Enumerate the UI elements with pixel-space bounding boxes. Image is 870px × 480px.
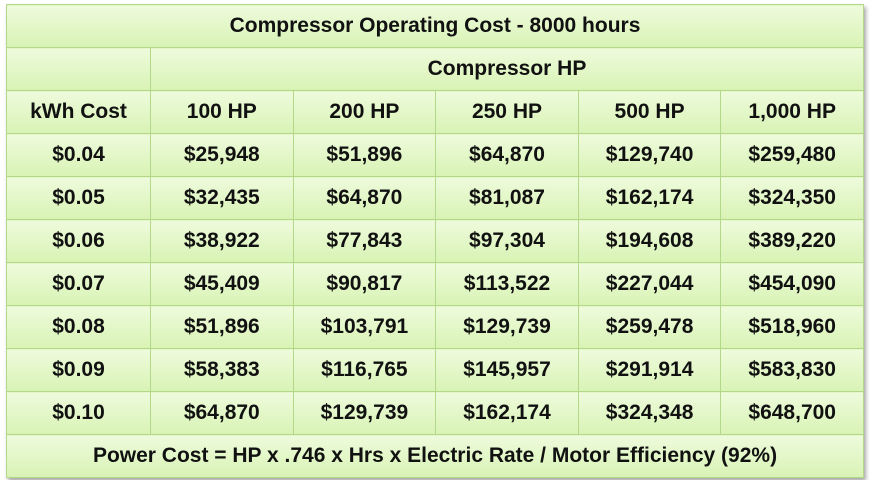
cost-cell: $129,740 [577, 133, 722, 177]
cost-cell: $103,791 [292, 305, 437, 349]
cost-cell: $259,478 [577, 305, 722, 349]
cost-cell: $129,739 [435, 305, 579, 349]
cost-cell: $324,348 [577, 391, 722, 435]
cost-cell: $45,409 [150, 262, 294, 306]
rate-cell: $0.05 [6, 176, 151, 220]
rate-cell: $0.10 [6, 391, 151, 435]
rate-cell: $0.08 [6, 305, 151, 349]
cost-cell: $25,948 [150, 133, 294, 177]
cost-cell: $162,174 [577, 176, 722, 220]
column-header: 1,000 HP [720, 90, 864, 134]
table-row: $0.10 $64,870 $129,739 $162,174 $324,348 $648… [6, 391, 864, 435]
cost-cell: $113,522 [435, 262, 579, 306]
table-row: $0.05 $32,435 $64,870 $81,087 $162,174 $324,3… [6, 176, 864, 220]
column-header: 250 HP [435, 90, 579, 134]
column-header: 500 HP [577, 90, 722, 134]
cost-cell: $64,870 [435, 133, 579, 177]
cost-cell: $259,480 [720, 133, 864, 177]
cost-cell: $291,914 [577, 348, 722, 392]
table-row: $0.08 $51,896 $103,791 $129,739 $259,478 $518… [6, 305, 864, 349]
cost-cell: $116,765 [292, 348, 437, 392]
cost-cell: $90,817 [292, 262, 437, 306]
cost-cell: $145,957 [435, 348, 579, 392]
table-row: $0.09 $58,383 $116,765 $145,957 $291,914 $583… [6, 348, 864, 392]
cost-cell: $454,090 [720, 262, 864, 306]
table-row: $0.04 $25,948 $51,896 $64,870 $129,740 $259,4… [6, 133, 864, 177]
cost-cell: $97,304 [435, 219, 579, 263]
cost-cell: $227,044 [577, 262, 722, 306]
cost-cell: $518,960 [720, 305, 864, 349]
column-header: 100 HP [150, 90, 294, 134]
cost-cell: $389,220 [720, 219, 864, 263]
row-header-label: kWh Cost [6, 90, 151, 134]
cost-cell: $51,896 [150, 305, 294, 349]
cost-cell: $51,896 [292, 133, 437, 177]
table-row: $0.06 $38,922 $77,843 $97,304 $194,608 $389,2… [6, 219, 864, 263]
table-title: Compressor Operating Cost - 8000 hours [6, 4, 864, 48]
cost-cell: $64,870 [150, 391, 294, 435]
cost-cell: $32,435 [150, 176, 294, 220]
cost-cell: $648,700 [720, 391, 864, 435]
cost-cell: $81,087 [435, 176, 579, 220]
cost-cell: $58,383 [150, 348, 294, 392]
cost-cell: $77,843 [292, 219, 437, 263]
cost-cell: $194,608 [577, 219, 722, 263]
empty-corner-cell [6, 47, 151, 91]
cost-cell: $324,350 [720, 176, 864, 220]
table-row: $0.07 $45,409 $90,817 $113,522 $227,044 $454,… [6, 262, 864, 306]
cost-cell: $64,870 [292, 176, 437, 220]
cost-cell: $162,174 [435, 391, 579, 435]
group-header: Compressor HP [150, 47, 864, 91]
cost-cell: $38,922 [150, 219, 294, 263]
cost-cell: $129,739 [292, 391, 437, 435]
operating-cost-table: Compressor Operating Cost - 8000 hours C… [6, 4, 864, 478]
rate-cell: $0.04 [6, 133, 151, 177]
cost-cell: $583,830 [720, 348, 864, 392]
rate-cell: $0.06 [6, 219, 151, 263]
formula-footer: Power Cost = HP x .746 x Hrs x Electric … [6, 434, 864, 478]
rate-cell: $0.09 [6, 348, 151, 392]
column-header: 200 HP [292, 90, 437, 134]
rate-cell: $0.07 [6, 262, 151, 306]
